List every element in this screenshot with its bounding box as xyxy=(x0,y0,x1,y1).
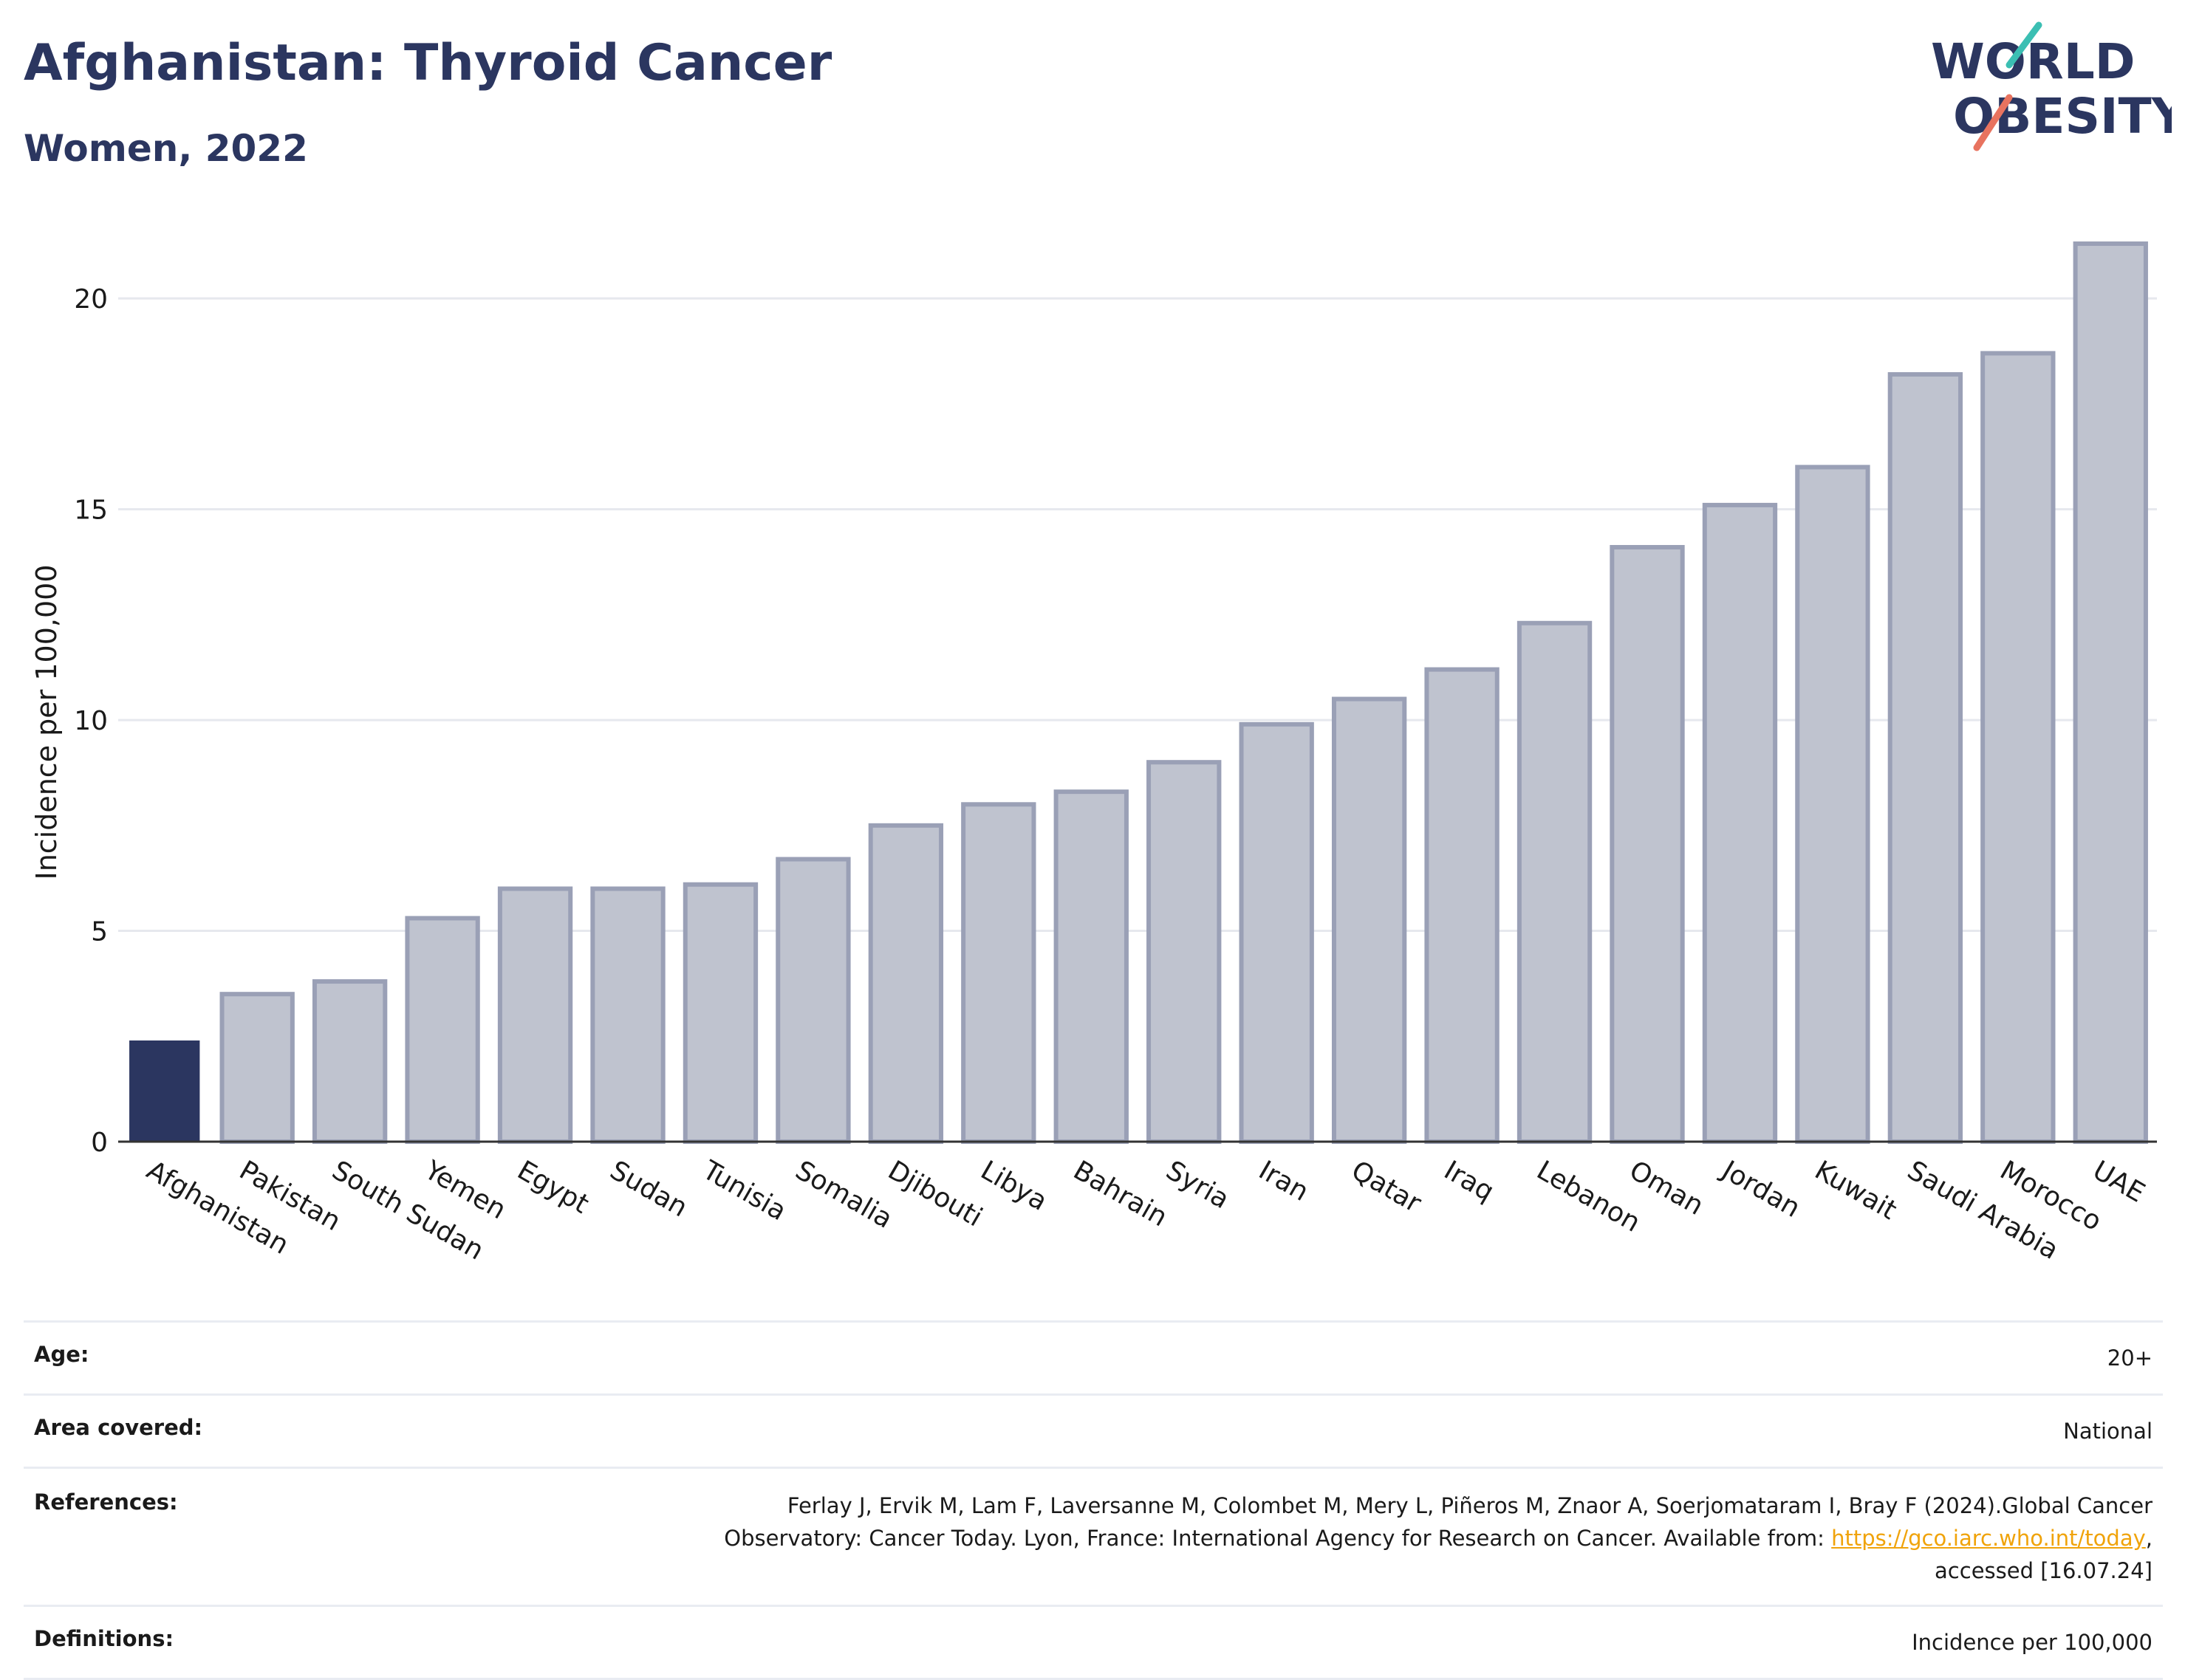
bar xyxy=(776,857,851,1145)
svg-text:WORLD: WORLD xyxy=(1931,33,2136,90)
bar xyxy=(1239,721,1314,1144)
y-tick-label: 15 xyxy=(74,496,108,526)
y-tick-label: 5 xyxy=(91,917,108,947)
world-obesity-logo: WORLD OBESITY xyxy=(1931,21,2172,151)
x-tick-label: Egypt xyxy=(512,1155,593,1219)
area-value: National xyxy=(2063,1419,2152,1444)
references-line-2-end: , xyxy=(2145,1526,2152,1551)
x-tick-label: Jordan xyxy=(1716,1154,1805,1224)
y-tick-label: 10 xyxy=(74,706,108,736)
info-table: Age: 20+ Area covered: National Referenc… xyxy=(24,1320,2163,1680)
definitions-label: Definitions: xyxy=(34,1626,174,1651)
bar xyxy=(590,886,666,1145)
bar xyxy=(1053,789,1129,1145)
x-tick-label: Bahrain xyxy=(1068,1155,1172,1232)
area-label: Area covered: xyxy=(34,1415,203,1440)
x-tick-label: UAE xyxy=(2087,1155,2150,1208)
bar xyxy=(1610,545,1685,1144)
age-value: 20+ xyxy=(2107,1345,2152,1371)
bar xyxy=(405,916,480,1145)
references-label: References: xyxy=(34,1489,178,1515)
y-axis-label: Incidence per 100,000 xyxy=(30,564,63,880)
info-row-age: Age: 20+ xyxy=(24,1320,2163,1393)
x-tick-label: Iraq xyxy=(1439,1155,1499,1207)
bar xyxy=(312,979,388,1145)
references-line-1: Ferlay J, Ervik M, Lam F, Laversanne M, … xyxy=(787,1493,2152,1518)
bar xyxy=(868,823,944,1145)
x-tick-label: Tunisia xyxy=(697,1155,791,1227)
x-tick-label: Sudan xyxy=(605,1155,693,1223)
svg-text:OBESITY: OBESITY xyxy=(1953,88,2172,145)
bar xyxy=(1516,620,1593,1144)
info-row-references: References: Ferlay J, Ervik M, Lam F, La… xyxy=(24,1467,2163,1605)
references-value: Ferlay J, Ervik M, Lam F, Laversanne M, … xyxy=(724,1489,2152,1587)
bar xyxy=(497,886,573,1145)
definitions-value: Incidence per 100,000 xyxy=(1912,1630,2152,1655)
x-tick-label: Qatar xyxy=(1346,1155,1426,1218)
references-line-3: accessed [16.07.24] xyxy=(1935,1558,2152,1583)
bar xyxy=(683,882,759,1145)
age-label: Age: xyxy=(34,1342,89,1367)
bar xyxy=(219,992,295,1144)
references-line-2: Observatory: Cancer Today. Lyon, France:… xyxy=(724,1526,1832,1551)
bar xyxy=(129,1040,200,1142)
x-tick-label: Djibouti xyxy=(883,1155,987,1232)
bars xyxy=(129,241,2148,1145)
y-tick-labels: 0 5 10 15 20 xyxy=(74,284,108,1158)
x-tick-label: Lebanon xyxy=(1531,1155,1645,1238)
x-tick-label: Kuwait xyxy=(1810,1155,1902,1226)
chart-subtitle: Women, 2022 xyxy=(24,127,308,170)
x-tick-label: Somalia xyxy=(790,1155,897,1235)
bar xyxy=(1146,760,1222,1144)
x-tick-label: Libya xyxy=(976,1155,1053,1217)
references-link[interactable]: https://gco.iarc.who.int/today xyxy=(1831,1526,2146,1551)
bar xyxy=(1980,351,2056,1144)
bar xyxy=(1795,464,1870,1144)
y-tick-label: 0 xyxy=(91,1128,108,1158)
bar xyxy=(961,802,1036,1144)
info-row-area: Area covered: National xyxy=(24,1393,2163,1467)
info-row-definitions: Definitions: Incidence per 100,000 xyxy=(24,1605,2163,1680)
bar xyxy=(1702,502,1778,1144)
x-tick-label: Iran xyxy=(1254,1155,1313,1207)
bar xyxy=(1424,667,1500,1144)
chart-title: Afghanistan: Thyroid Cancer xyxy=(24,34,832,92)
bar xyxy=(2073,241,2148,1144)
bar xyxy=(1887,371,1963,1145)
y-tick-label: 20 xyxy=(74,284,108,315)
bar xyxy=(1331,696,1407,1144)
